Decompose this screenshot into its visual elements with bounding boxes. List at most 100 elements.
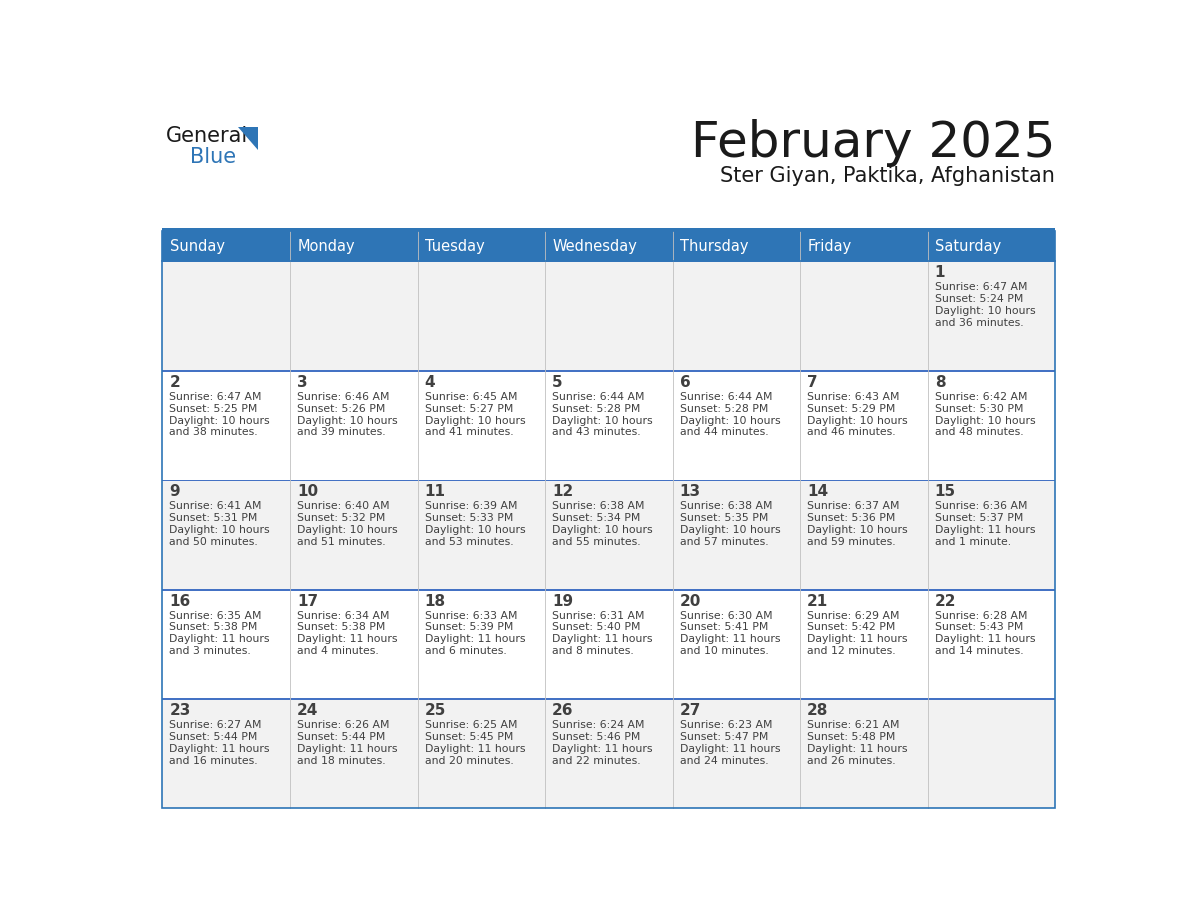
Text: 26: 26 xyxy=(552,703,574,718)
Bar xyxy=(163,261,1055,263)
Text: Sunset: 5:47 PM: Sunset: 5:47 PM xyxy=(680,732,767,742)
Bar xyxy=(163,229,1055,231)
Text: and 46 minutes.: and 46 minutes. xyxy=(807,428,896,438)
Text: Sunrise: 6:36 AM: Sunrise: 6:36 AM xyxy=(935,501,1028,511)
Text: Sunset: 5:39 PM: Sunset: 5:39 PM xyxy=(424,622,513,633)
Text: and 38 minutes.: and 38 minutes. xyxy=(170,428,258,438)
Text: Sunrise: 6:31 AM: Sunrise: 6:31 AM xyxy=(552,610,645,621)
Text: Daylight: 10 hours: Daylight: 10 hours xyxy=(297,525,398,535)
Text: Sunrise: 6:21 AM: Sunrise: 6:21 AM xyxy=(807,720,899,730)
Polygon shape xyxy=(238,127,258,151)
Text: Friday: Friday xyxy=(808,239,852,253)
Text: and 50 minutes.: and 50 minutes. xyxy=(170,537,258,547)
Text: 12: 12 xyxy=(552,484,574,499)
Text: Monday: Monday xyxy=(298,239,355,253)
Text: Sunday: Sunday xyxy=(170,239,225,253)
Text: 27: 27 xyxy=(680,703,701,718)
Text: Thursday: Thursday xyxy=(681,239,748,253)
Bar xyxy=(290,231,417,261)
Bar xyxy=(163,231,290,261)
Text: and 43 minutes.: and 43 minutes. xyxy=(552,428,640,438)
Text: Sunset: 5:43 PM: Sunset: 5:43 PM xyxy=(935,622,1023,633)
Text: Tuesday: Tuesday xyxy=(425,239,485,253)
Text: Sunset: 5:37 PM: Sunset: 5:37 PM xyxy=(935,513,1023,523)
Text: Sunset: 5:44 PM: Sunset: 5:44 PM xyxy=(297,732,385,742)
Text: Sunrise: 6:30 AM: Sunrise: 6:30 AM xyxy=(680,610,772,621)
Text: 19: 19 xyxy=(552,594,574,609)
Text: 22: 22 xyxy=(935,594,956,609)
Text: Sunrise: 6:33 AM: Sunrise: 6:33 AM xyxy=(424,610,517,621)
Text: Daylight: 11 hours: Daylight: 11 hours xyxy=(807,744,908,754)
Text: Sunrise: 6:39 AM: Sunrise: 6:39 AM xyxy=(424,501,517,511)
Bar xyxy=(417,231,545,261)
Text: Sunrise: 6:35 AM: Sunrise: 6:35 AM xyxy=(170,610,263,621)
Text: and 22 minutes.: and 22 minutes. xyxy=(552,756,640,766)
Text: 9: 9 xyxy=(170,484,181,499)
Text: 3: 3 xyxy=(297,375,308,390)
Bar xyxy=(163,370,1055,479)
Text: and 16 minutes.: and 16 minutes. xyxy=(170,756,258,766)
Text: Sunrise: 6:28 AM: Sunrise: 6:28 AM xyxy=(935,610,1028,621)
Text: Sunset: 5:41 PM: Sunset: 5:41 PM xyxy=(680,622,767,633)
Text: and 14 minutes.: and 14 minutes. xyxy=(935,646,1023,656)
Text: Sunset: 5:42 PM: Sunset: 5:42 PM xyxy=(807,622,896,633)
Text: Daylight: 10 hours: Daylight: 10 hours xyxy=(680,416,781,426)
Text: Sunrise: 6:47 AM: Sunrise: 6:47 AM xyxy=(935,282,1028,292)
Bar xyxy=(163,479,1055,589)
Text: Sunset: 5:46 PM: Sunset: 5:46 PM xyxy=(552,732,640,742)
Text: and 59 minutes.: and 59 minutes. xyxy=(807,537,896,547)
Text: 16: 16 xyxy=(170,594,191,609)
Text: and 12 minutes.: and 12 minutes. xyxy=(807,646,896,656)
Text: Saturday: Saturday xyxy=(935,239,1001,253)
Text: Sunset: 5:34 PM: Sunset: 5:34 PM xyxy=(552,513,640,523)
Bar xyxy=(801,231,928,261)
Bar xyxy=(163,589,1055,590)
Text: and 4 minutes.: and 4 minutes. xyxy=(297,646,379,656)
Text: and 44 minutes.: and 44 minutes. xyxy=(680,428,769,438)
Text: Sunset: 5:31 PM: Sunset: 5:31 PM xyxy=(170,513,258,523)
Text: Sunset: 5:38 PM: Sunset: 5:38 PM xyxy=(297,622,385,633)
Text: 24: 24 xyxy=(297,703,318,718)
Bar xyxy=(163,479,1055,481)
Text: 14: 14 xyxy=(807,484,828,499)
Text: Ster Giyan, Paktika, Afghanistan: Ster Giyan, Paktika, Afghanistan xyxy=(720,165,1055,185)
Text: and 24 minutes.: and 24 minutes. xyxy=(680,756,769,766)
Text: Daylight: 10 hours: Daylight: 10 hours xyxy=(680,525,781,535)
Text: Sunset: 5:40 PM: Sunset: 5:40 PM xyxy=(552,622,640,633)
Text: and 41 minutes.: and 41 minutes. xyxy=(424,428,513,438)
Bar xyxy=(928,231,1055,261)
Text: Sunrise: 6:37 AM: Sunrise: 6:37 AM xyxy=(807,501,899,511)
Bar xyxy=(672,231,801,261)
Text: 17: 17 xyxy=(297,594,318,609)
Text: Sunset: 5:45 PM: Sunset: 5:45 PM xyxy=(424,732,513,742)
Text: and 1 minute.: and 1 minute. xyxy=(935,537,1011,547)
Text: Daylight: 11 hours: Daylight: 11 hours xyxy=(680,634,781,644)
Text: Daylight: 11 hours: Daylight: 11 hours xyxy=(424,744,525,754)
Text: and 20 minutes.: and 20 minutes. xyxy=(424,756,513,766)
Text: 13: 13 xyxy=(680,484,701,499)
Text: Daylight: 10 hours: Daylight: 10 hours xyxy=(935,416,1036,426)
Text: Sunrise: 6:40 AM: Sunrise: 6:40 AM xyxy=(297,501,390,511)
Text: 18: 18 xyxy=(424,594,446,609)
Bar xyxy=(163,370,1055,372)
Text: Daylight: 11 hours: Daylight: 11 hours xyxy=(935,525,1035,535)
Text: Daylight: 11 hours: Daylight: 11 hours xyxy=(935,634,1035,644)
Text: Sunrise: 6:27 AM: Sunrise: 6:27 AM xyxy=(170,720,263,730)
Text: 10: 10 xyxy=(297,484,318,499)
Text: Sunset: 5:24 PM: Sunset: 5:24 PM xyxy=(935,294,1023,304)
Text: Blue: Blue xyxy=(190,147,235,167)
Text: Sunset: 5:44 PM: Sunset: 5:44 PM xyxy=(170,732,258,742)
Bar xyxy=(163,699,1055,700)
Text: and 51 minutes.: and 51 minutes. xyxy=(297,537,386,547)
Text: Sunset: 5:28 PM: Sunset: 5:28 PM xyxy=(680,404,767,414)
Text: February 2025: February 2025 xyxy=(690,119,1055,167)
Text: Sunset: 5:36 PM: Sunset: 5:36 PM xyxy=(807,513,896,523)
Bar xyxy=(163,261,1055,370)
Text: and 6 minutes.: and 6 minutes. xyxy=(424,646,506,656)
Text: Sunrise: 6:38 AM: Sunrise: 6:38 AM xyxy=(680,501,772,511)
Text: 5: 5 xyxy=(552,375,563,390)
Text: and 48 minutes.: and 48 minutes. xyxy=(935,428,1023,438)
Bar xyxy=(545,231,672,261)
Text: 2: 2 xyxy=(170,375,181,390)
Text: Daylight: 10 hours: Daylight: 10 hours xyxy=(424,416,525,426)
